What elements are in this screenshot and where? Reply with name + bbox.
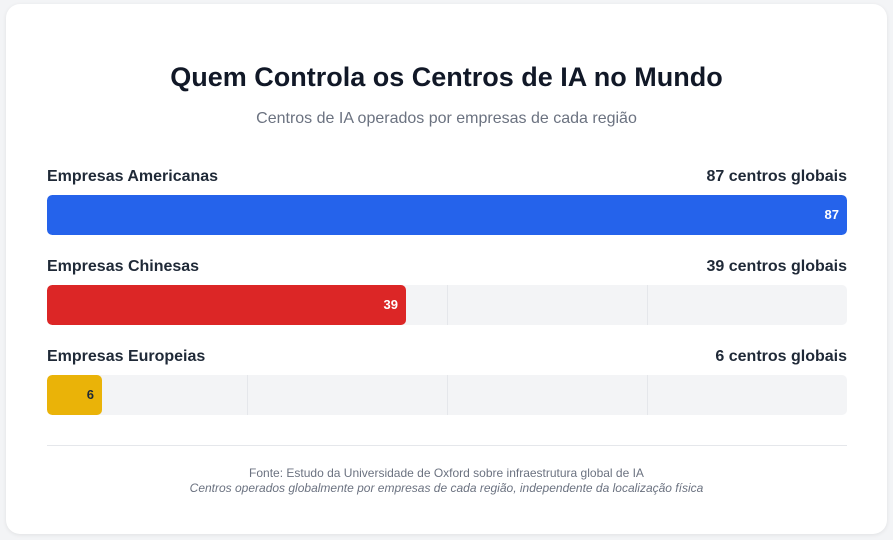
bar-track: 39 bbox=[47, 285, 847, 325]
bar-count-label: 87 centros globais bbox=[706, 168, 848, 185]
grid-line bbox=[247, 375, 248, 415]
chart-title: Quem Controla os Centros de IA no Mundo bbox=[170, 62, 723, 92]
chart-source: Fonte: Estudo da Universidade de Oxford … bbox=[249, 466, 644, 480]
bar-label: Empresas Americanas bbox=[47, 168, 219, 185]
bar bbox=[47, 195, 847, 235]
grid-line bbox=[447, 375, 448, 415]
bar-label: Empresas Chinesas bbox=[47, 258, 200, 275]
bar-count-label: 6 centros globais bbox=[715, 348, 847, 365]
bar-value-label: 39 bbox=[383, 297, 398, 312]
bar-value-label: 6 bbox=[86, 387, 94, 402]
grid-line bbox=[447, 285, 448, 325]
bar bbox=[47, 285, 406, 325]
bar-row: Empresas Europeias 6 centros globais 6 bbox=[47, 348, 847, 428]
grid-line bbox=[647, 285, 648, 325]
chart-note: Centros operados globalmente por empresa… bbox=[189, 481, 704, 495]
bar-value-label: 87 bbox=[824, 207, 839, 222]
footer-divider bbox=[47, 445, 847, 446]
bar bbox=[47, 375, 102, 415]
bar-row: Empresas Chinesas 39 centros globais 39 bbox=[47, 258, 847, 338]
bar-count-label: 39 centros globais bbox=[706, 258, 848, 275]
bar-row: Empresas Americanas 87 centros globais 87 bbox=[47, 168, 847, 248]
bar-label: Empresas Europeias bbox=[47, 348, 206, 365]
grid-line bbox=[647, 375, 648, 415]
chart-subtitle: Centros de IA operados por empresas de c… bbox=[256, 110, 637, 127]
bar-track: 87 bbox=[47, 195, 847, 235]
chart-card: Quem Controla os Centros de IA no Mundo … bbox=[6, 4, 887, 534]
bar-track: 6 bbox=[47, 375, 847, 415]
